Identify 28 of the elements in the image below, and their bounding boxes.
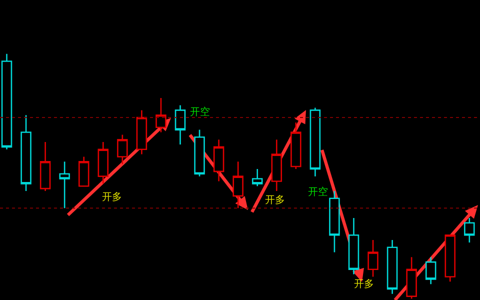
candlestick xyxy=(78,156,90,187)
annotation: 开空 xyxy=(190,106,210,118)
candlestick xyxy=(310,107,321,177)
candlestick xyxy=(174,104,186,146)
candlestick xyxy=(213,138,224,182)
candlestick xyxy=(464,217,475,244)
candlestick xyxy=(156,97,166,133)
annotation: 开多 xyxy=(354,278,374,290)
candlestick xyxy=(59,160,70,209)
candlestick xyxy=(98,141,109,184)
candlestick xyxy=(271,138,282,192)
candlestick xyxy=(117,134,128,165)
candlestick xyxy=(20,114,32,192)
annotation: 开多 xyxy=(265,194,285,206)
candlestick xyxy=(194,129,205,177)
candlestick xyxy=(40,141,51,192)
candlestick xyxy=(136,110,148,155)
annotation: 开多 xyxy=(102,191,122,203)
candlestick xyxy=(232,160,244,209)
candlestick xyxy=(252,168,263,187)
candlestick xyxy=(329,190,340,253)
candlestick xyxy=(425,256,436,285)
candlestick xyxy=(444,234,456,282)
annotation: 开空 xyxy=(308,186,328,198)
candlestick xyxy=(348,217,360,275)
candlestick xyxy=(368,239,378,278)
candlestick xyxy=(386,239,398,295)
candlestick xyxy=(290,122,302,170)
